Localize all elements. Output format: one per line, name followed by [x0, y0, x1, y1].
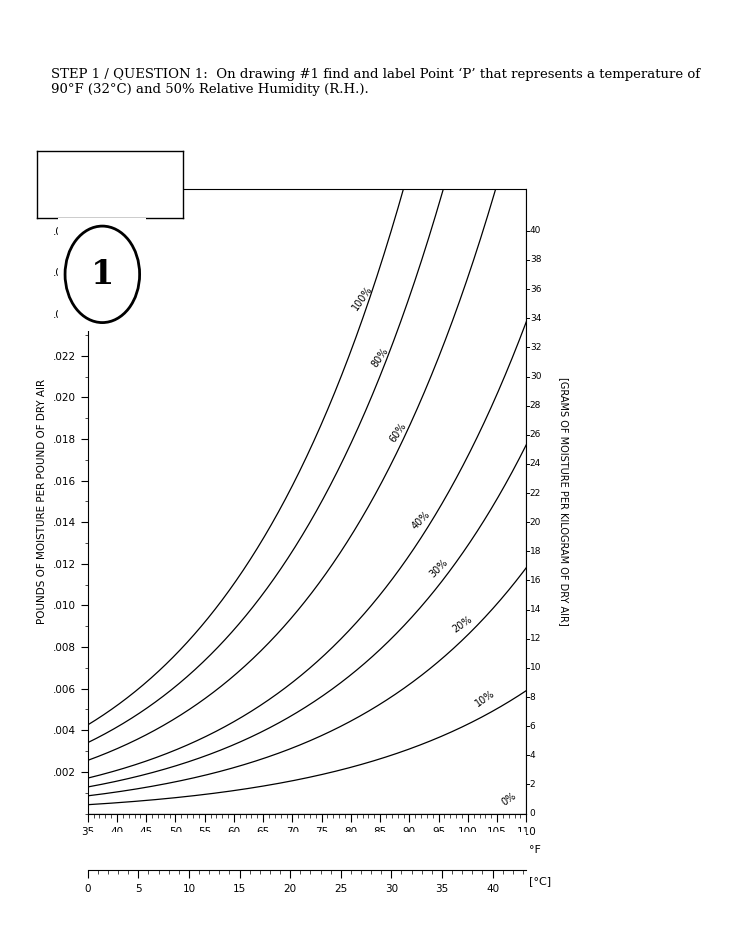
Text: 38: 38: [530, 255, 542, 265]
Text: 4: 4: [530, 751, 535, 760]
Text: 34: 34: [530, 314, 541, 323]
Text: 80%: 80%: [370, 346, 390, 370]
Text: 8: 8: [530, 692, 536, 702]
Text: 1: 1: [91, 258, 114, 290]
Text: 16: 16: [530, 576, 542, 585]
Text: 28: 28: [530, 401, 541, 411]
Text: [GRAMS OF MOISTURE PER KILOGRAM OF DRY AIR]: [GRAMS OF MOISTURE PER KILOGRAM OF DRY A…: [558, 377, 569, 625]
Text: 20%: 20%: [450, 614, 474, 634]
Text: 30: 30: [530, 372, 542, 381]
Text: 32: 32: [530, 342, 541, 352]
Text: 14: 14: [530, 605, 541, 614]
Text: 2: 2: [530, 780, 535, 789]
Text: 26: 26: [530, 430, 541, 439]
Text: 60%: 60%: [387, 421, 408, 445]
Text: 12: 12: [530, 634, 541, 643]
Text: 36: 36: [530, 285, 542, 293]
Text: 10: 10: [530, 663, 542, 673]
Y-axis label: POUNDS OF MOISTURE PER POUND OF DRY AIR: POUNDS OF MOISTURE PER POUND OF DRY AIR: [37, 378, 48, 624]
Text: 10%: 10%: [474, 689, 497, 709]
Text: 6: 6: [530, 722, 536, 730]
Text: 100%: 100%: [351, 284, 374, 312]
Text: 24: 24: [530, 460, 541, 468]
Text: 18: 18: [530, 547, 542, 556]
Text: STEP 1 / QUESTION 1:  On drawing #1 find and label Point ‘P’ that represents a t: STEP 1 / QUESTION 1: On drawing #1 find …: [51, 68, 700, 96]
Text: 22: 22: [530, 488, 541, 498]
Text: °F: °F: [529, 845, 541, 855]
Text: 30%: 30%: [428, 557, 450, 579]
Text: 0: 0: [530, 809, 536, 818]
Text: [°C]: [°C]: [529, 876, 551, 886]
Text: 0%: 0%: [500, 790, 518, 807]
Text: 40%: 40%: [410, 509, 432, 532]
Text: 40: 40: [530, 226, 541, 236]
Text: 20: 20: [530, 517, 541, 527]
